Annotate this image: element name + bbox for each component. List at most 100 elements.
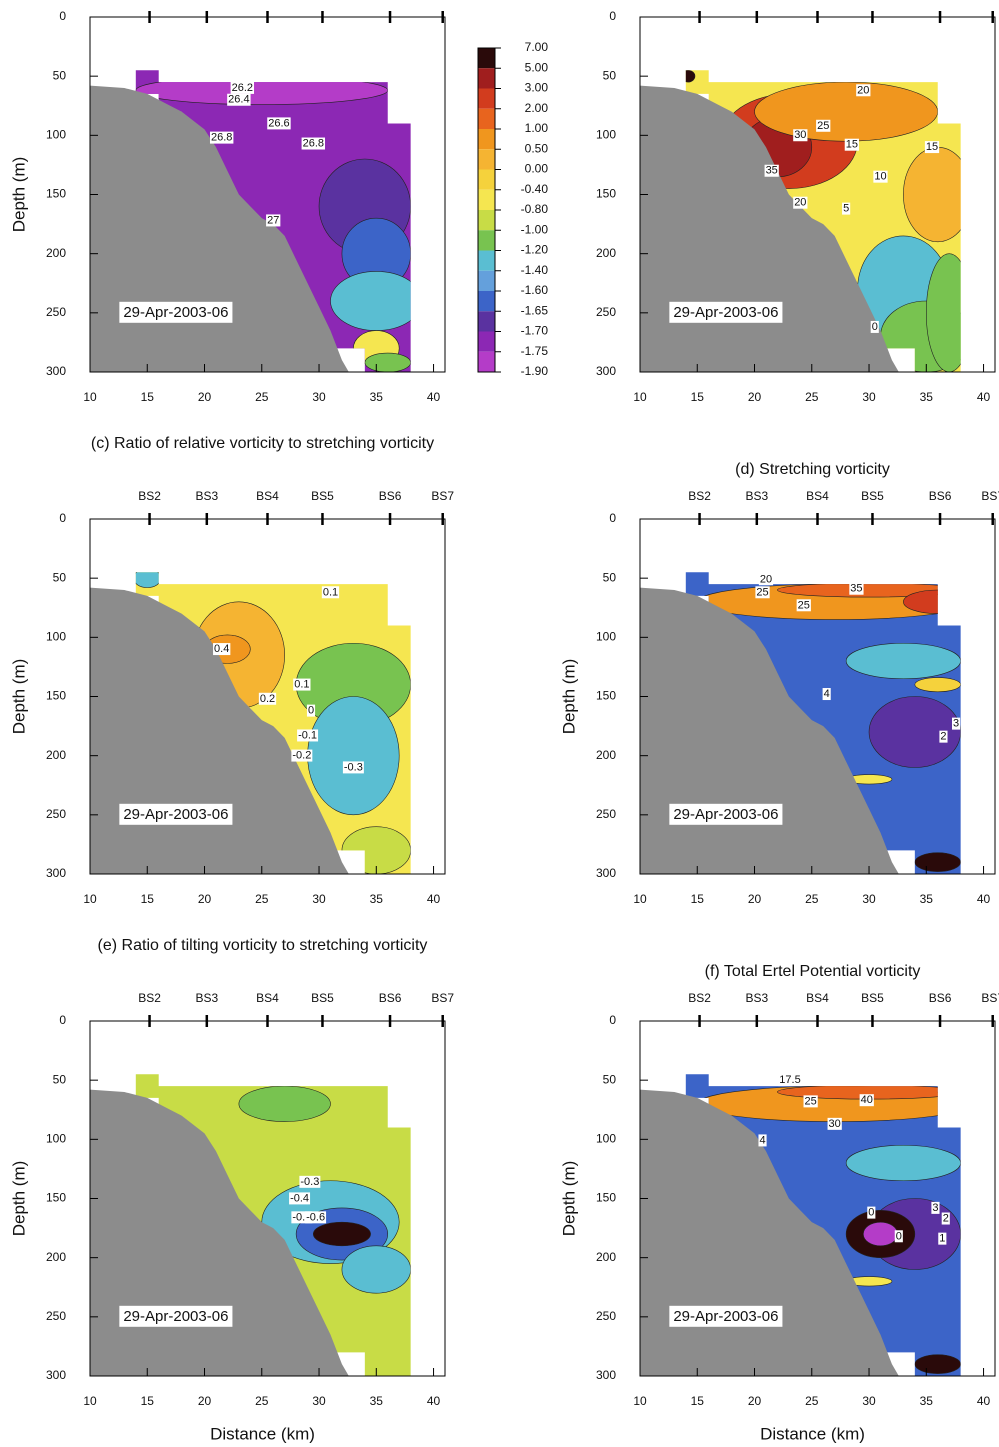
colorbar-label: -1.75 bbox=[521, 344, 549, 358]
contour-label-box bbox=[758, 573, 774, 586]
colorbar-swatch bbox=[478, 311, 495, 332]
y-tick-label: 50 bbox=[53, 570, 67, 584]
bathymetry bbox=[640, 85, 899, 372]
contour-label-box bbox=[867, 1206, 876, 1219]
x-tick-label: 25 bbox=[255, 892, 269, 906]
x-tick-label: 15 bbox=[691, 892, 705, 906]
contour-label-box bbox=[297, 729, 319, 742]
contour-label-box bbox=[258, 692, 277, 705]
contour-label-box bbox=[755, 586, 770, 599]
colorbar-label: -1.70 bbox=[521, 324, 549, 338]
contour-label: 35 bbox=[850, 583, 862, 595]
contour-fill bbox=[341, 1245, 411, 1294]
x-tick-label: 10 bbox=[633, 390, 647, 404]
station-label: BS4 bbox=[806, 489, 829, 503]
contour-label: 3 bbox=[932, 1202, 938, 1214]
panel: 10 15 20 25 30 35 40 0 50 100 150 200 250 300 Depth (m… bbox=[9, 9, 548, 404]
y-axis-label: Depth (m) bbox=[559, 1161, 578, 1237]
y-tick-label: 0 bbox=[59, 1013, 66, 1027]
contour-label-box bbox=[209, 131, 234, 144]
colorbar-swatch bbox=[478, 68, 495, 89]
contour-label-box bbox=[849, 582, 864, 595]
panel: 10 15 20 25 30 35 40 0 50 100 150 200 250 300 BS2 BS3 BS… bbox=[9, 991, 454, 1443]
contour-fill bbox=[914, 1354, 961, 1374]
x-tick-label: 10 bbox=[633, 1394, 647, 1408]
contour-label-box bbox=[227, 93, 251, 106]
contour-label: 25 bbox=[798, 599, 810, 611]
station-label: BS4 bbox=[806, 991, 829, 1005]
contour-label: -0.1 bbox=[298, 729, 317, 741]
contour-label-box bbox=[894, 1230, 903, 1243]
station-label: BS7 bbox=[981, 991, 999, 1005]
contour-label: 26.8 bbox=[303, 138, 324, 150]
x-tick-label: 15 bbox=[141, 892, 155, 906]
y-tick-label: 100 bbox=[596, 1132, 616, 1146]
panel-title: (f) Total Ertel Potential vorticity bbox=[704, 963, 921, 980]
contour-fill bbox=[903, 146, 961, 243]
colorbar-swatch bbox=[478, 331, 495, 352]
contour-label-box bbox=[856, 84, 871, 97]
contour-label-box bbox=[816, 119, 831, 132]
colorbar-label: 0.00 bbox=[525, 162, 549, 176]
panel-title: (e) Ratio of tilting vorticity to stretc… bbox=[97, 937, 428, 954]
y-tick-label: 150 bbox=[46, 689, 66, 703]
contour-label: 0.1 bbox=[323, 586, 338, 598]
contour-fill bbox=[754, 81, 939, 142]
date-label: 29-Apr-2003-06 bbox=[673, 304, 778, 321]
colorbar-label: -0.80 bbox=[521, 202, 549, 216]
station-label: BS3 bbox=[195, 991, 218, 1005]
x-tick-label: 40 bbox=[427, 390, 441, 404]
x-tick-label: 25 bbox=[255, 1394, 269, 1408]
contour-label: 17.5 bbox=[779, 1074, 800, 1086]
colorbar-swatch bbox=[478, 230, 495, 251]
x-tick-label: 25 bbox=[805, 892, 819, 906]
y-tick-label: 300 bbox=[46, 866, 66, 880]
y-axis-label: Depth (m) bbox=[559, 659, 578, 735]
bathymetry bbox=[90, 85, 349, 372]
y-tick-label: 200 bbox=[46, 748, 66, 762]
x-tick-label: 40 bbox=[977, 390, 991, 404]
contour-fill bbox=[330, 271, 411, 331]
date-label: 29-Apr-2003-06 bbox=[123, 304, 228, 321]
y-tick-label: 300 bbox=[596, 364, 616, 378]
y-tick-label: 0 bbox=[59, 511, 66, 525]
contour-label-box bbox=[870, 320, 879, 333]
station-label: BS2 bbox=[688, 991, 711, 1005]
contour-fill bbox=[364, 352, 411, 372]
contour-label: 1 bbox=[939, 1233, 945, 1245]
y-tick-label: 200 bbox=[46, 246, 66, 260]
x-tick-label: 20 bbox=[748, 892, 762, 906]
y-tick-label: 200 bbox=[596, 246, 616, 260]
x-tick-label: 40 bbox=[977, 1394, 991, 1408]
x-tick-label: 30 bbox=[862, 892, 876, 906]
x-tick-label: 20 bbox=[198, 1394, 212, 1408]
colorbar-swatch bbox=[478, 129, 495, 150]
x-tick-label: 30 bbox=[312, 892, 326, 906]
station-label: BS7 bbox=[981, 489, 999, 503]
station-label: BS5 bbox=[311, 991, 334, 1005]
x-tick-label: 15 bbox=[691, 1394, 705, 1408]
y-tick-label: 250 bbox=[596, 807, 616, 821]
colorbar-label: 1.00 bbox=[525, 121, 549, 135]
x-tick-label: 35 bbox=[370, 1394, 384, 1408]
contour-label: 25 bbox=[805, 1095, 817, 1107]
x-tick-label: 35 bbox=[370, 892, 384, 906]
contour-label: 15 bbox=[926, 141, 938, 153]
date-label: 29-Apr-2003-06 bbox=[673, 806, 778, 823]
y-tick-label: 300 bbox=[596, 866, 616, 880]
contour-label: 30 bbox=[794, 129, 806, 141]
colorbar-swatch bbox=[478, 149, 495, 170]
colorbar-label: 2.00 bbox=[525, 101, 549, 115]
station-label: BS5 bbox=[861, 489, 884, 503]
y-axis-label: Depth (m) bbox=[9, 659, 28, 735]
y-tick-label: 0 bbox=[609, 511, 616, 525]
contour-label-box bbox=[931, 1201, 940, 1214]
y-tick-label: 250 bbox=[46, 807, 66, 821]
contour-label: 27 bbox=[267, 214, 279, 226]
colorbar-swatch bbox=[478, 351, 495, 372]
y-tick-label: 100 bbox=[596, 128, 616, 142]
contour-fill bbox=[914, 677, 961, 693]
y-tick-label: 50 bbox=[53, 68, 67, 82]
station-label: BS4 bbox=[256, 489, 279, 503]
